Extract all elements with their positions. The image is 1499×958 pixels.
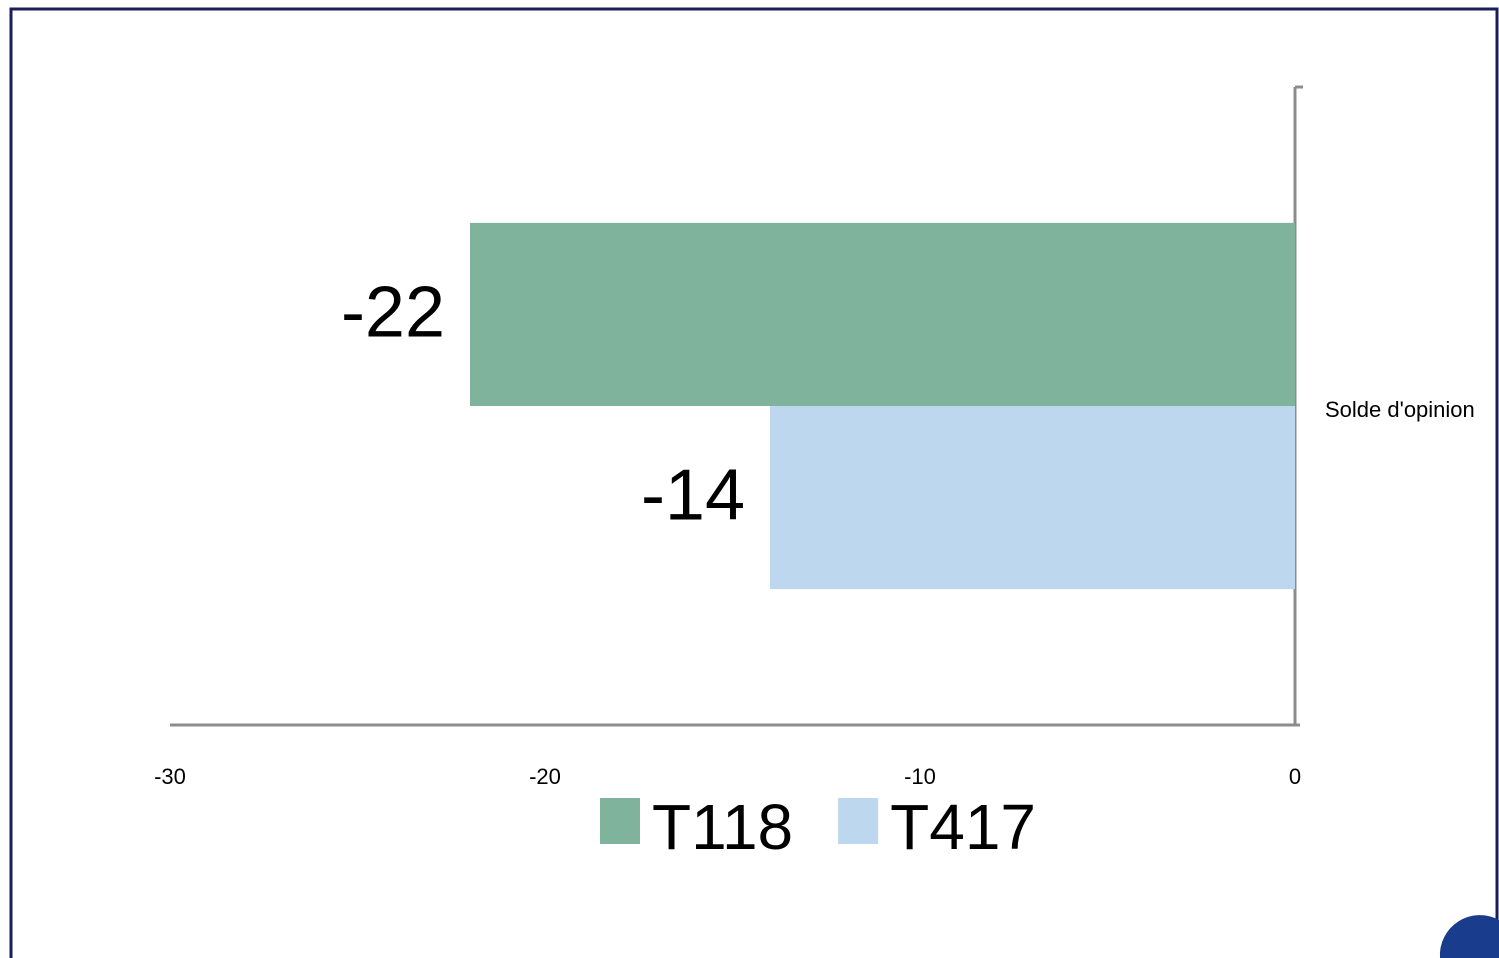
logo [1439, 915, 1499, 958]
category-label: Solde d'opinion [1325, 397, 1475, 422]
legend-swatch [838, 798, 879, 844]
data-label: -22 [341, 272, 445, 352]
x-tick-label: -30 [154, 764, 186, 789]
x-tick-label: -10 [904, 764, 936, 789]
bar [770, 406, 1295, 590]
legend-swatch [600, 798, 640, 844]
x-tick-label: -20 [529, 764, 561, 789]
data-label: -14 [641, 456, 745, 536]
bar [470, 222, 1295, 406]
legend-label: T417 [890, 791, 1036, 863]
x-tick-label: 0 [1289, 764, 1301, 789]
frame [9, 7, 1499, 958]
legend-label: T118 [652, 791, 793, 863]
